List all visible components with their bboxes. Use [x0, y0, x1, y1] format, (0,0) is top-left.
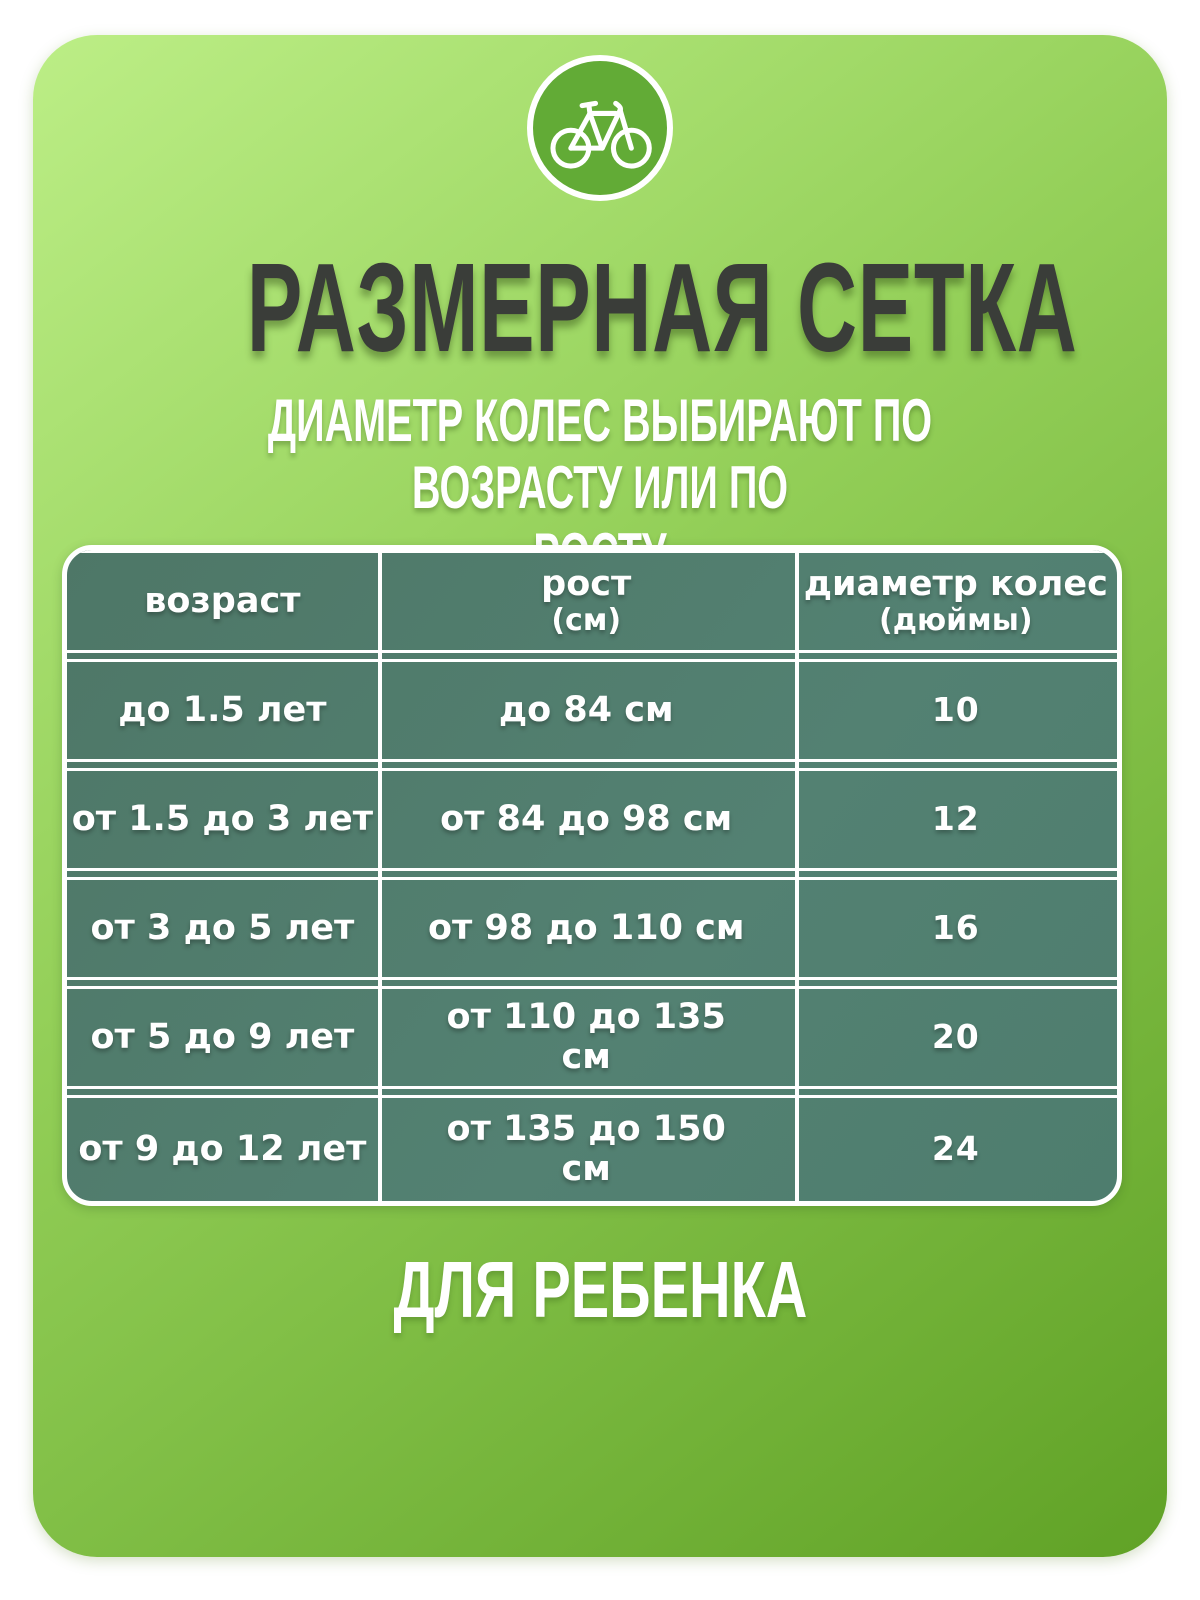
height-cell: от 110 до 135 см	[446, 997, 726, 1077]
audience-label: ДЛЯ РЕБЕНКА	[33, 1250, 1167, 1330]
wheel-cell: 16	[931, 908, 980, 948]
column-header-age: возраст	[144, 580, 301, 621]
table-row: от 3 до 5 лет от 98 до 110 см 16	[67, 877, 1117, 980]
age-cell: от 3 до 5 лет	[90, 907, 355, 948]
column-header-height: рост (см)	[541, 564, 632, 639]
page-title: РАЗМЕРНАЯ СЕТКА	[33, 245, 1167, 371]
height-cell: до 84 см	[498, 689, 674, 730]
age-cell: от 9 до 12 лет	[78, 1128, 367, 1169]
column-header-label: рост	[541, 564, 632, 605]
column-header-label: диаметр колес	[803, 564, 1108, 605]
column-header-unit: (дюймы)	[879, 603, 1033, 639]
column-divider	[794, 550, 799, 1201]
size-chart-card: РАЗМЕРНАЯ СЕТКА ДИАМЕТР КОЛЕС ВЫБИРАЮТ П…	[33, 35, 1167, 1557]
audience-label-text: ДЛЯ РЕБЕНКА	[393, 1245, 807, 1334]
column-header-unit: (см)	[551, 603, 622, 639]
wheel-cell: 12	[931, 799, 980, 839]
bicycle-icon	[550, 100, 652, 169]
age-cell: от 5 до 9 лет	[90, 1016, 355, 1057]
column-divider	[377, 550, 382, 1201]
height-cell: от 135 до 150 см	[446, 1109, 726, 1189]
column-header-wheel-diameter: диаметр колес (дюймы)	[803, 564, 1108, 639]
wheel-cell: 10	[931, 690, 980, 730]
table-row: от 5 до 9 лет от 110 до 135 см 20	[67, 986, 1117, 1089]
wheel-cell: 24	[931, 1129, 980, 1169]
age-cell: до 1.5 лет	[118, 689, 327, 730]
size-table: возраст рост (см) диаметр колес (дюймы) до…	[62, 545, 1122, 1206]
bicycle-badge	[527, 55, 673, 201]
height-cell: от 84 до 98 см	[440, 798, 733, 839]
age-cell: от 1.5 до 3 лет	[71, 798, 374, 839]
wheel-cell: 20	[931, 1017, 980, 1057]
height-cell: от 98 до 110 см	[427, 907, 745, 948]
table-row: от 9 до 12 лет от 135 до 150 см 24	[67, 1095, 1117, 1201]
table-row: от 1.5 до 3 лет от 84 до 98 см 12	[67, 768, 1117, 871]
table-header-row: возраст рост (см) диаметр колес (дюймы)	[67, 550, 1117, 653]
table-row: до 1.5 лет до 84 см 10	[67, 659, 1117, 762]
column-header-label: возраст	[144, 580, 301, 621]
page-title-text: РАЗМЕРНАЯ СЕТКА	[246, 237, 1078, 378]
